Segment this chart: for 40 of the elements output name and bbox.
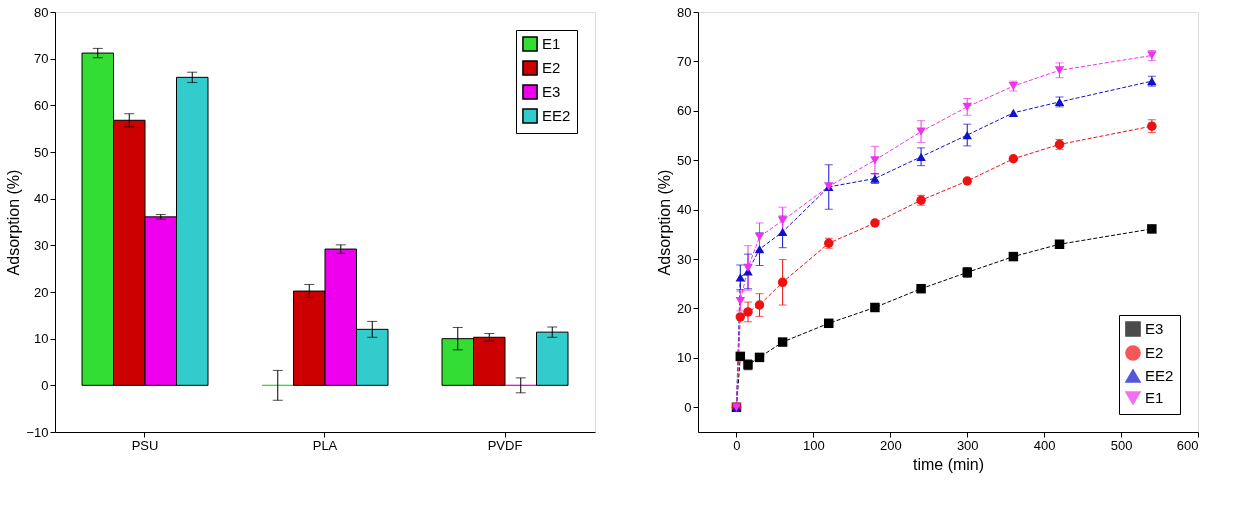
y-tick-label: 10 — [677, 350, 692, 366]
legend-label: E3 — [542, 83, 561, 100]
x-tick-label: 600 — [1176, 437, 1199, 453]
y-tick-label: 30 — [677, 251, 692, 267]
legend-label: E1 — [542, 35, 561, 52]
y-axis-title: Adsorption (%) — [5, 169, 23, 276]
x-axis-title: time (min) — [912, 455, 985, 473]
legend-label: E2 — [1145, 344, 1164, 361]
x-tick-label: 0 — [733, 437, 741, 453]
legend-label: E1 — [1145, 389, 1164, 406]
y-tick-label: 60 — [34, 97, 49, 113]
y-tick-label: 40 — [677, 202, 692, 218]
legend-label: E2 — [542, 59, 561, 76]
y-tick-label: 50 — [34, 144, 49, 160]
x-tick-label: PVDF — [487, 437, 523, 453]
x-tick-label: 100 — [803, 437, 825, 453]
y-tick-label: 0 — [41, 377, 49, 393]
y-tick-label: 40 — [34, 191, 49, 207]
y-tick-label: 10 — [34, 331, 49, 347]
y-tick-label: 20 — [677, 300, 692, 316]
y-tick-label: −10 — [26, 424, 49, 440]
x-tick-label: PLA — [312, 437, 338, 453]
legend-label: EE2 — [1145, 367, 1174, 384]
y-tick-label: 70 — [34, 51, 49, 67]
y-tick-label: 80 — [34, 4, 49, 20]
y-tick-label: 50 — [677, 152, 692, 168]
y-axis-title: Adsorption (%) — [656, 169, 674, 276]
y-tick-label: 30 — [34, 237, 49, 253]
x-tick-label: 200 — [879, 437, 902, 453]
legend-label: E3 — [1145, 320, 1164, 337]
x-tick-label: 500 — [1110, 437, 1133, 453]
legend-label: EE2 — [542, 107, 571, 124]
y-tick-label: 80 — [677, 4, 692, 20]
y-tick-label: 0 — [684, 399, 692, 415]
x-tick-label: PSU — [131, 437, 159, 453]
y-tick-label: 70 — [677, 53, 692, 69]
y-tick-label: 60 — [677, 103, 692, 119]
y-tick-label: 20 — [34, 284, 49, 300]
x-tick-label: 300 — [956, 437, 979, 453]
x-tick-label: 400 — [1033, 437, 1056, 453]
